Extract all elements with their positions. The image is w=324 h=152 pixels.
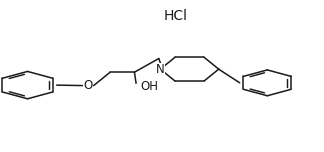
Text: OH: OH — [140, 80, 158, 93]
Text: HCl: HCl — [164, 9, 188, 23]
Text: O: O — [84, 79, 93, 92]
Text: N: N — [156, 63, 165, 76]
